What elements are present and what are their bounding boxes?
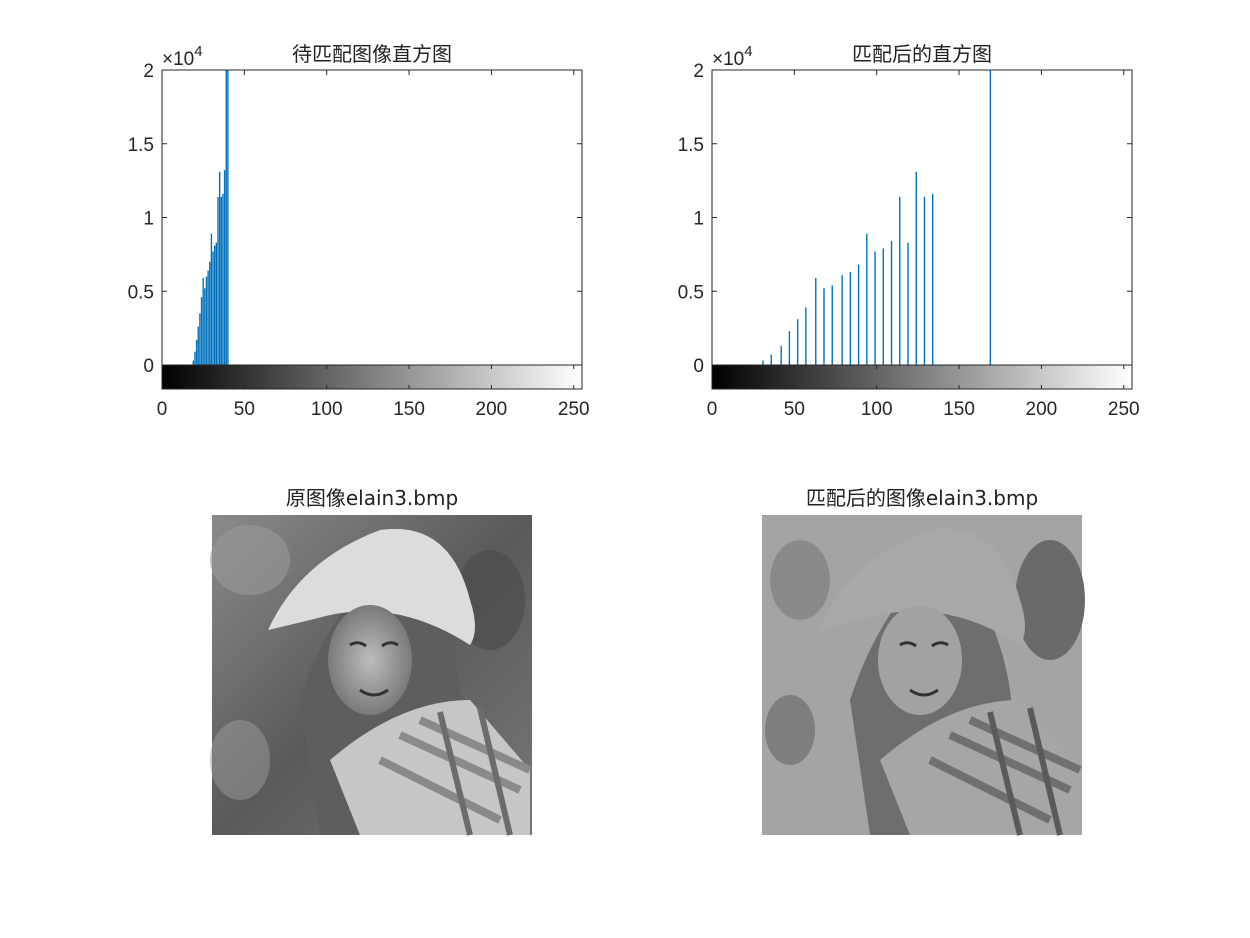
hist-after-colorbar-frame bbox=[711, 364, 1133, 390]
hist-after-y-tick-label: 2 bbox=[693, 61, 704, 82]
hist-after-x-tick-label: 200 bbox=[1026, 399, 1058, 420]
hist-before-x-tick-label: 0 bbox=[157, 399, 168, 420]
hist-after-x-tick-label: 0 bbox=[707, 399, 718, 420]
image-matched bbox=[762, 515, 1085, 836]
hist-before-y-tick-label: 1 bbox=[143, 209, 154, 230]
hist-after-x-tick-label: 250 bbox=[1108, 399, 1140, 420]
hist-before-x-tick-label: 200 bbox=[476, 399, 508, 420]
hist-after-x-tick-label: 50 bbox=[784, 399, 805, 420]
hist-before-y-tick-label: 1.5 bbox=[128, 135, 154, 156]
hist-after-frame bbox=[711, 69, 1133, 366]
hist-after-axes: 0 0.5 1 1.5 2 ×104 0 50 100 150 200 250 bbox=[678, 43, 1140, 420]
hist-after-colorbar bbox=[712, 365, 1132, 389]
hist-after-y-exponent: ×104 bbox=[712, 43, 753, 70]
image-original-title: 原图像elain3.bmp bbox=[286, 486, 458, 510]
hist-before-x-tick-label: 150 bbox=[393, 399, 425, 420]
hist-after-y-tick-label: 0.5 bbox=[678, 282, 704, 303]
hist-before-x-tick-label: 100 bbox=[311, 399, 343, 420]
hist-after-y-tick-label: 1.5 bbox=[678, 135, 704, 156]
hist-before-y-tick-label: 0 bbox=[143, 356, 154, 377]
hist-after-title: 匹配后的直方图 bbox=[852, 42, 992, 66]
hist-after-y-tick-label: 0 bbox=[693, 356, 704, 377]
hist-after-x-tick-label: 150 bbox=[943, 399, 975, 420]
hist-before-y-exponent: ×104 bbox=[162, 43, 203, 70]
hist-before-y-tick-label: 2 bbox=[143, 61, 154, 82]
hist-before-y-tick-label: 0.5 bbox=[128, 282, 154, 303]
image-original bbox=[210, 515, 532, 836]
hist-before-axes: 0 0.5 1 1.5 2 ×104 0 50 100 150 200 250 bbox=[128, 43, 590, 420]
hist-before-x-tick-label: 250 bbox=[558, 399, 590, 420]
hist-before-colorbar-frame bbox=[161, 364, 583, 390]
hist-after-y-tick-label: 1 bbox=[693, 209, 704, 230]
hist-after-x-tick-label: 100 bbox=[861, 399, 893, 420]
image-matched-title: 匹配后的图像elain3.bmp bbox=[806, 486, 1038, 510]
hist-before-title: 待匹配图像直方图 bbox=[292, 42, 452, 66]
hist-before-colorbar bbox=[162, 365, 582, 389]
hist-before-x-tick-label: 50 bbox=[234, 399, 255, 420]
